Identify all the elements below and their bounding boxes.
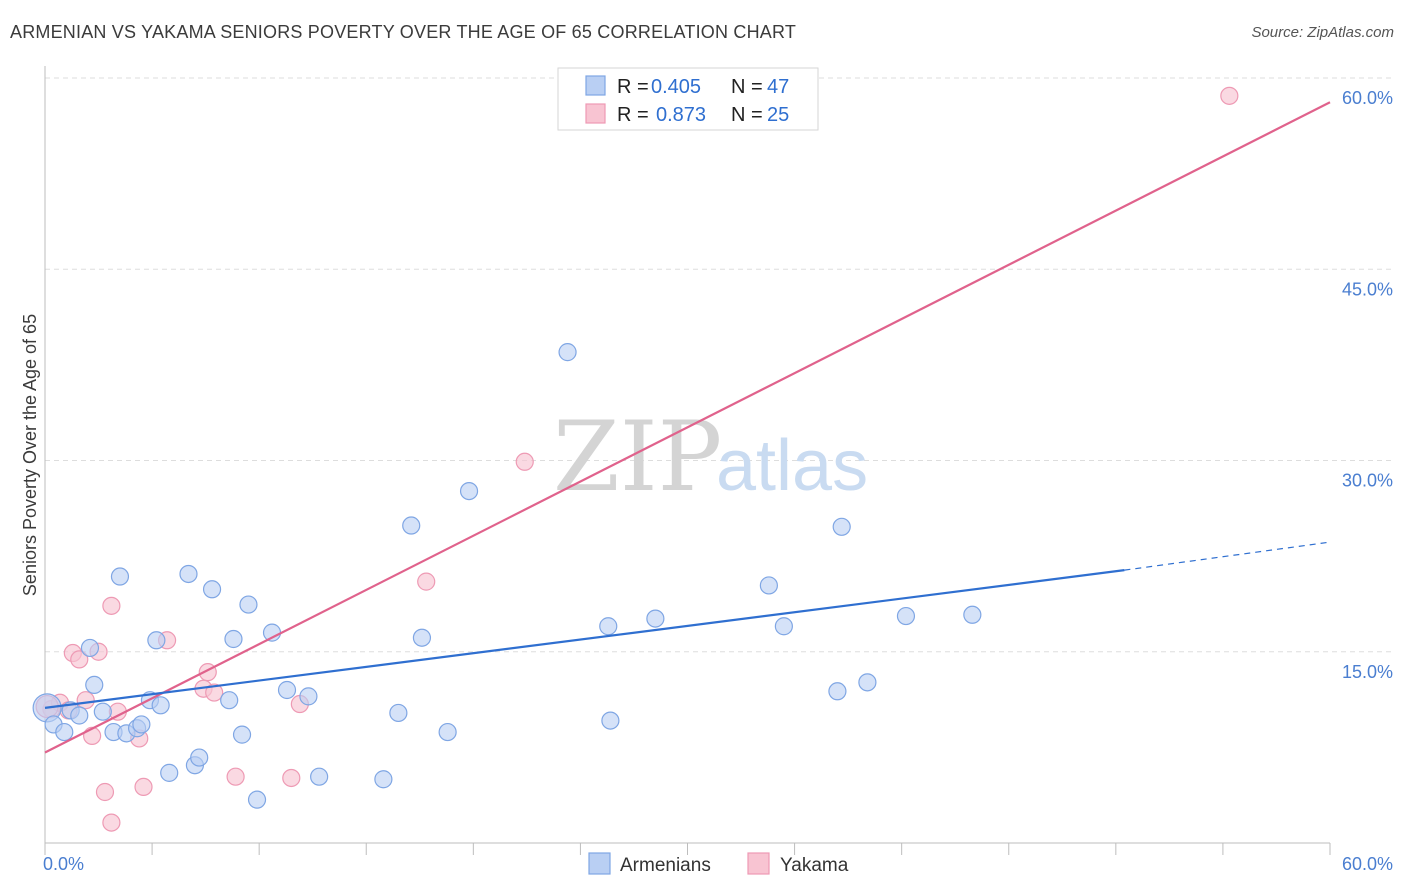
bottom-legend-swatch-armenians <box>588 852 611 875</box>
armenian-point <box>646 609 665 628</box>
grid-layer <box>45 77 1392 653</box>
y-tick-label-0: 15.0% <box>1342 662 1393 682</box>
armenian-point <box>896 606 916 626</box>
armenian-point <box>85 675 104 695</box>
yakama-point <box>102 813 121 832</box>
yakama-point <box>205 683 224 702</box>
bottom-legend-swatch-yakama <box>747 852 770 875</box>
armenian-point <box>179 564 198 584</box>
legend-r-value-2: 0.873 <box>656 104 706 126</box>
bottom-legend-armenians: Armenians <box>620 855 711 876</box>
yakama-point <box>76 691 95 710</box>
armenian-point <box>389 703 408 723</box>
armenian-point <box>224 629 243 649</box>
armenian-point <box>110 567 130 586</box>
armenian-point <box>93 702 112 721</box>
yakama-point <box>515 452 534 471</box>
armenian-point <box>459 482 479 501</box>
legend-n-label-2: N = <box>731 104 763 126</box>
yakama-point <box>95 782 115 802</box>
armenian-point <box>132 715 151 734</box>
armenian-point <box>277 680 297 700</box>
yakama-point <box>134 777 153 797</box>
x-tick-label-1: 60.0% <box>1342 854 1393 874</box>
y-axis-label: Seniors Poverty Over the Age of 65 <box>20 314 40 596</box>
chart-source: Source: ZipAtlas.com <box>1251 24 1394 41</box>
armenian-point <box>160 763 179 782</box>
armenian-point <box>832 517 851 536</box>
armenian-trendline <box>44 569 1125 709</box>
legend-box: R = 0.405 N = 47 R = 0.873 N = 25 <box>557 67 819 131</box>
armenian-point <box>299 687 318 706</box>
armenian-point <box>202 580 222 599</box>
armenian-point <box>147 631 166 650</box>
armenian-point <box>239 595 258 614</box>
armenian-point <box>412 628 432 647</box>
armenian-point <box>963 605 982 624</box>
armenian-point <box>601 711 620 730</box>
bottom-legend: Armenians Yakama <box>588 852 849 876</box>
yakama-point <box>1220 86 1239 105</box>
armenian-point <box>858 673 877 692</box>
armenian-point <box>402 516 421 535</box>
armenian-trendline-extension <box>1124 541 1331 571</box>
yakama-point <box>282 768 301 788</box>
legend-n-value-1: 47 <box>767 76 789 98</box>
legend-swatch-armenians <box>585 75 606 96</box>
y-tick-label-2: 45.0% <box>1342 279 1393 299</box>
yakama-trendline <box>44 101 1331 754</box>
y-tick-label-3: 60.0% <box>1342 88 1393 108</box>
legend-n-value-2: 25 <box>767 104 789 126</box>
armenian-point <box>220 691 239 710</box>
legend-swatch-yakama <box>585 103 606 124</box>
watermark: ZIP atlas <box>553 401 868 513</box>
watermark-atlas: atlas <box>716 426 868 506</box>
yakama-point <box>226 767 245 786</box>
legend-n-label-1: N = <box>731 76 763 98</box>
armenian-point <box>55 722 74 742</box>
chart-title: ARMENIAN VS YAKAMA SENIORS POVERTY OVER … <box>10 22 797 42</box>
armenian-point <box>438 722 457 742</box>
trend-layer <box>44 101 1331 754</box>
y-tick-label-1: 30.0% <box>1342 471 1393 491</box>
yakama-point <box>417 572 436 591</box>
armenian-point <box>151 696 170 715</box>
yakama-point <box>83 726 102 746</box>
armenian-point <box>232 725 252 744</box>
armenian-points <box>32 343 982 809</box>
armenian-point <box>247 790 267 809</box>
armenian-point <box>310 767 329 786</box>
bottom-legend-yakama: Yakama <box>780 855 849 876</box>
legend-r-label-2: R = <box>617 104 649 126</box>
yakama-point <box>102 596 121 615</box>
armenian-point <box>599 617 618 636</box>
armenian-point <box>374 770 393 789</box>
tick-labels: 15.0% 30.0% 45.0% 60.0% 0.0% 60.0% <box>43 88 1393 874</box>
armenian-point <box>70 706 89 725</box>
yakama-point <box>70 650 89 669</box>
armenian-point <box>80 638 100 658</box>
armenian-point <box>558 343 577 362</box>
legend-r-value-1: 0.405 <box>651 76 701 98</box>
armenian-point <box>759 576 778 595</box>
armenian-point <box>828 682 847 701</box>
armenian-point <box>190 748 209 767</box>
x-tick-label-0: 0.0% <box>43 854 84 874</box>
watermark-zip: ZIP <box>553 401 722 513</box>
legend-r-label-1: R = <box>617 76 649 98</box>
armenian-point <box>774 617 793 636</box>
